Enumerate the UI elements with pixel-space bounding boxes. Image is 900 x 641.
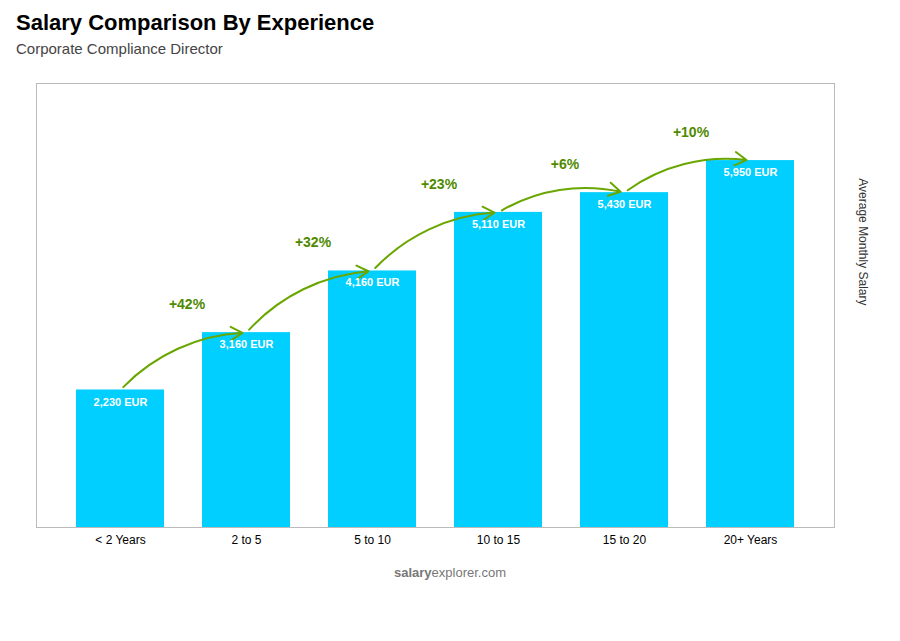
svg-text:Average Monthly Salary: Average Monthly Salary [856, 178, 870, 305]
svg-text:5,110 EUR: 5,110 EUR [472, 218, 525, 230]
svg-text:+6%: +6% [551, 156, 580, 172]
html-text:Salary Comparison By Experienc: Salary Comparison By Experience [16, 10, 375, 35]
svg-text:2,230 EUR: 2,230 EUR [94, 396, 148, 408]
html-text:salary explorer.com: salary explorer.com [394, 565, 506, 580]
svg-text:2 to 5: 2 to 5 [231, 533, 261, 547]
svg-text:5,950 EUR: 5,950 EUR [724, 166, 778, 178]
svg-text:20+ Years: 20+ Years [724, 533, 778, 547]
svg-text:+23%: +23% [421, 176, 458, 192]
svg-text:< 2 Years: < 2 Years [95, 533, 145, 547]
svg-text:3,160 EUR: 3,160 EUR [220, 338, 274, 350]
svg-text:+42%: +42% [169, 296, 206, 312]
svg-text:5 to 10: 5 to 10 [354, 533, 391, 547]
svg-text:15 to 20: 15 to 20 [603, 533, 647, 547]
html-text:Corporate Compliance Director: Corporate Compliance Director [16, 40, 223, 57]
svg-text:4,160 EUR: 4,160 EUR [346, 276, 400, 288]
svg-text:5,430 EUR: 5,430 EUR [598, 198, 652, 210]
svg-text:+10%: +10% [673, 124, 710, 140]
svg-text:10 to 15: 10 to 15 [477, 533, 521, 547]
svg-text:+32%: +32% [295, 234, 332, 250]
